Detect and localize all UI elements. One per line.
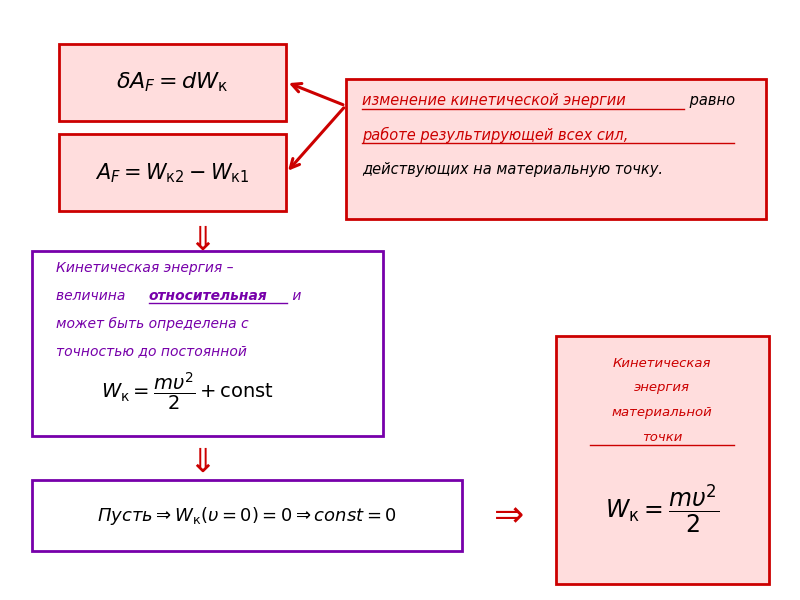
Text: и: и xyxy=(288,289,302,303)
Text: работе результирующей всех сил,: работе результирующей всех сил, xyxy=(362,127,629,143)
FancyBboxPatch shape xyxy=(58,134,286,211)
Text: ⇓: ⇓ xyxy=(188,224,216,257)
Text: ⇓: ⇓ xyxy=(188,446,216,479)
Text: $A_F = W_{\mathrm{к}2} - W_{\mathrm{к}1}$: $A_F = W_{\mathrm{к}2} - W_{\mathrm{к}1}… xyxy=(95,161,250,185)
Text: $\mathit{Пусть} \Rightarrow W_\mathrm{к}(\upsilon=0)=0 \Rightarrow \mathit{const: $\mathit{Пусть} \Rightarrow W_\mathrm{к}… xyxy=(97,505,397,527)
Text: точностью до постоянной: точностью до постоянной xyxy=(56,344,246,358)
Text: Кинетическая энергия –: Кинетическая энергия – xyxy=(56,262,234,275)
Text: изменение кинетической энергии: изменение кинетической энергии xyxy=(362,94,626,109)
FancyBboxPatch shape xyxy=(346,79,766,219)
Text: ⇒: ⇒ xyxy=(494,499,524,533)
Text: относительная: относительная xyxy=(149,289,267,303)
Text: может быть определена с: может быть определена с xyxy=(56,317,248,331)
Text: материальной: материальной xyxy=(612,406,713,419)
Text: $W_\mathrm{к} = \dfrac{m\upsilon^2}{2} + \mathrm{const}$: $W_\mathrm{к} = \dfrac{m\upsilon^2}{2} +… xyxy=(101,370,274,412)
Text: действующих на материальную точку.: действующих на материальную точку. xyxy=(362,163,663,178)
FancyBboxPatch shape xyxy=(58,44,286,121)
Text: величина: величина xyxy=(56,289,130,303)
Text: равно: равно xyxy=(685,94,735,109)
Text: Кинетическая: Кинетическая xyxy=(613,356,711,370)
Text: точки: точки xyxy=(642,431,682,443)
FancyBboxPatch shape xyxy=(556,335,769,584)
Text: энергия: энергия xyxy=(634,381,690,394)
FancyBboxPatch shape xyxy=(32,251,383,436)
Text: $W_\mathrm{к} = \dfrac{m\upsilon^2}{2}$: $W_\mathrm{к} = \dfrac{m\upsilon^2}{2}$ xyxy=(605,483,719,535)
Text: $\delta A_F = dW_\mathrm{к}$: $\delta A_F = dW_\mathrm{к}$ xyxy=(116,70,229,94)
FancyBboxPatch shape xyxy=(32,481,462,551)
